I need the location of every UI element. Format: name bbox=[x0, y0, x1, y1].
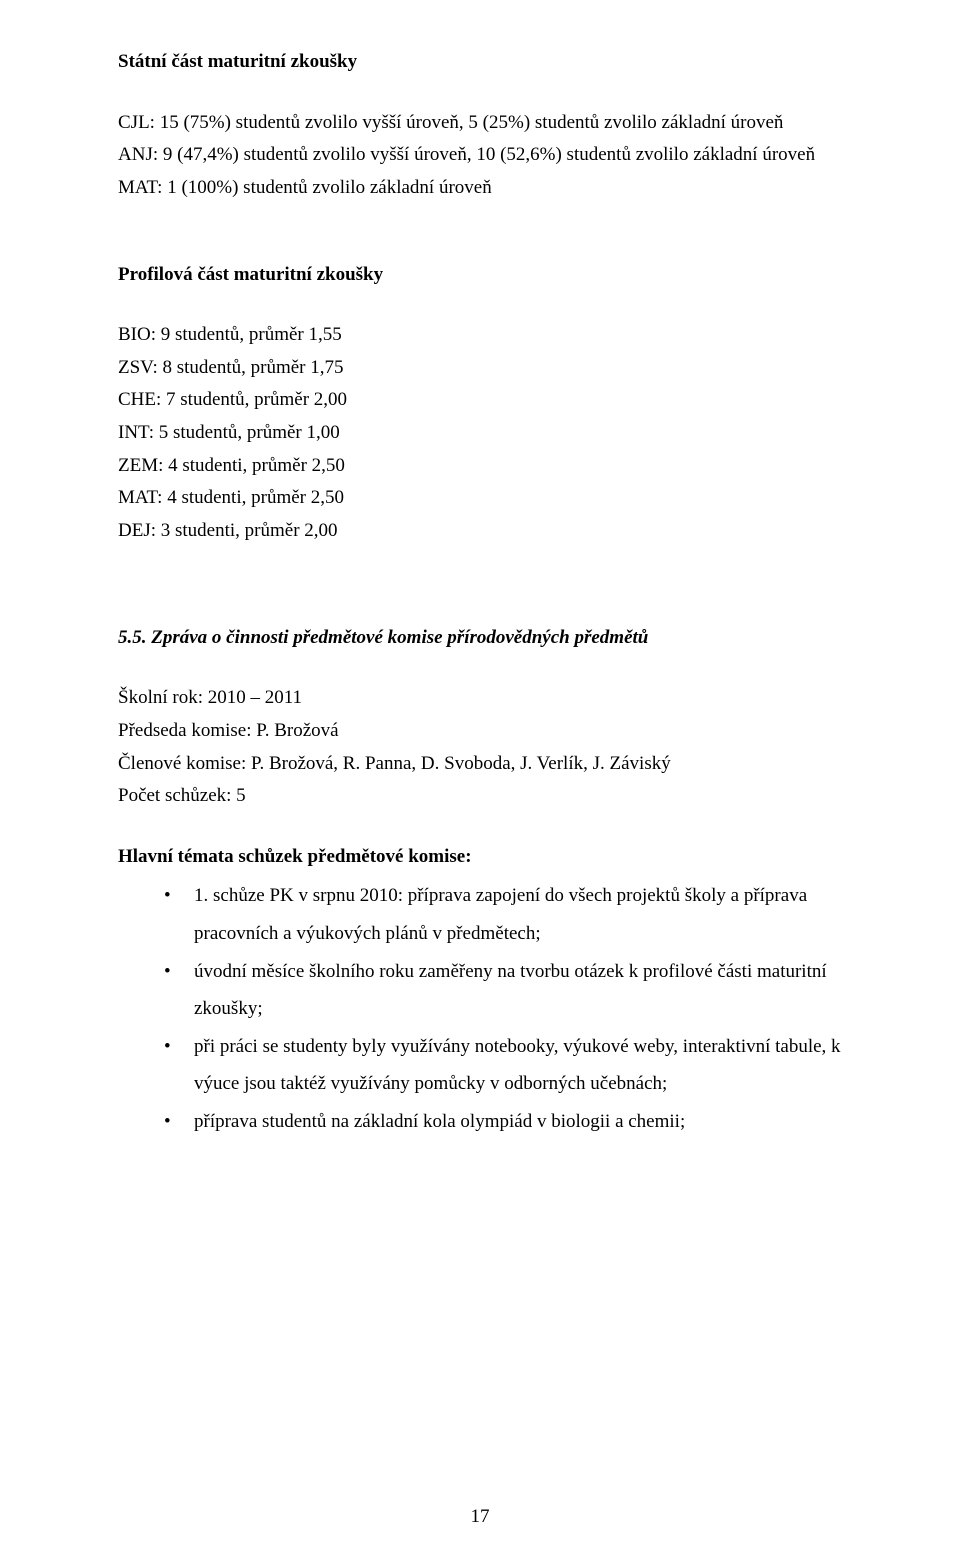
heading-profilova-cast: Profilová část maturitní zkoušky bbox=[118, 261, 842, 290]
heading-statni-cast: Státní část maturitní zkoušky bbox=[118, 48, 842, 77]
spacer bbox=[118, 77, 842, 107]
page-number: 17 bbox=[0, 1503, 960, 1532]
text-line: Školní rok: 2010 – 2011 bbox=[118, 682, 842, 715]
list-item-text: při práci se studenty byly využívány not… bbox=[194, 1036, 841, 1095]
text-line: MAT: 1 (100%) studentů zvolilo základní … bbox=[118, 172, 842, 205]
text-line: Počet schůzek: 5 bbox=[118, 780, 842, 813]
text-line: Členové komise: P. Brožová, R. Panna, D.… bbox=[118, 748, 842, 781]
text-line: MAT: 4 studenti, průměr 2,50 bbox=[118, 482, 842, 515]
spacer bbox=[118, 548, 842, 604]
text-line: DEJ: 3 studenti, průměr 2,00 bbox=[118, 515, 842, 548]
text-line: BIO: 9 studentů, průměr 1,55 bbox=[118, 319, 842, 352]
text-line: CJL: 15 (75%) studentů zvolilo vyšší úro… bbox=[118, 107, 842, 140]
spacer bbox=[118, 289, 842, 319]
list-item-text: úvodní měsíce školního roku zaměřeny na … bbox=[194, 961, 827, 1020]
spacer bbox=[118, 205, 842, 261]
list-item-text: příprava studentů na základní kola olymp… bbox=[194, 1111, 685, 1132]
bullet-list: 1. schůze PK v srpnu 2010: příprava zapo… bbox=[118, 877, 842, 1140]
list-item: úvodní měsíce školního roku zaměřeny na … bbox=[164, 953, 842, 1028]
text-line: INT: 5 studentů, průměr 1,00 bbox=[118, 417, 842, 450]
text-line: ZEM: 4 studenti, průměr 2,50 bbox=[118, 450, 842, 483]
list-item-text: 1. schůze PK v srpnu 2010: příprava zapo… bbox=[194, 885, 807, 944]
heading-zprava: 5.5. Zpráva o činnosti předmětové komise… bbox=[118, 624, 842, 653]
heading-hlavni-temata: Hlavní témata schůzek předmětové komise: bbox=[118, 843, 842, 872]
document-page: Státní část maturitní zkoušky CJL: 15 (7… bbox=[0, 0, 960, 1561]
text-line: Předseda komise: P. Brožová bbox=[118, 715, 842, 748]
text-line: ANJ: 9 (47,4%) studentů zvolilo vyšší úr… bbox=[118, 139, 842, 172]
list-item: příprava studentů na základní kola olymp… bbox=[164, 1103, 842, 1141]
spacer bbox=[118, 604, 842, 624]
text-line: CHE: 7 studentů, průměr 2,00 bbox=[118, 384, 842, 417]
text-line: ZSV: 8 studentů, průměr 1,75 bbox=[118, 352, 842, 385]
list-item: 1. schůze PK v srpnu 2010: příprava zapo… bbox=[164, 877, 842, 952]
spacer bbox=[118, 652, 842, 682]
list-item: při práci se studenty byly využívány not… bbox=[164, 1028, 842, 1103]
spacer bbox=[118, 813, 842, 843]
